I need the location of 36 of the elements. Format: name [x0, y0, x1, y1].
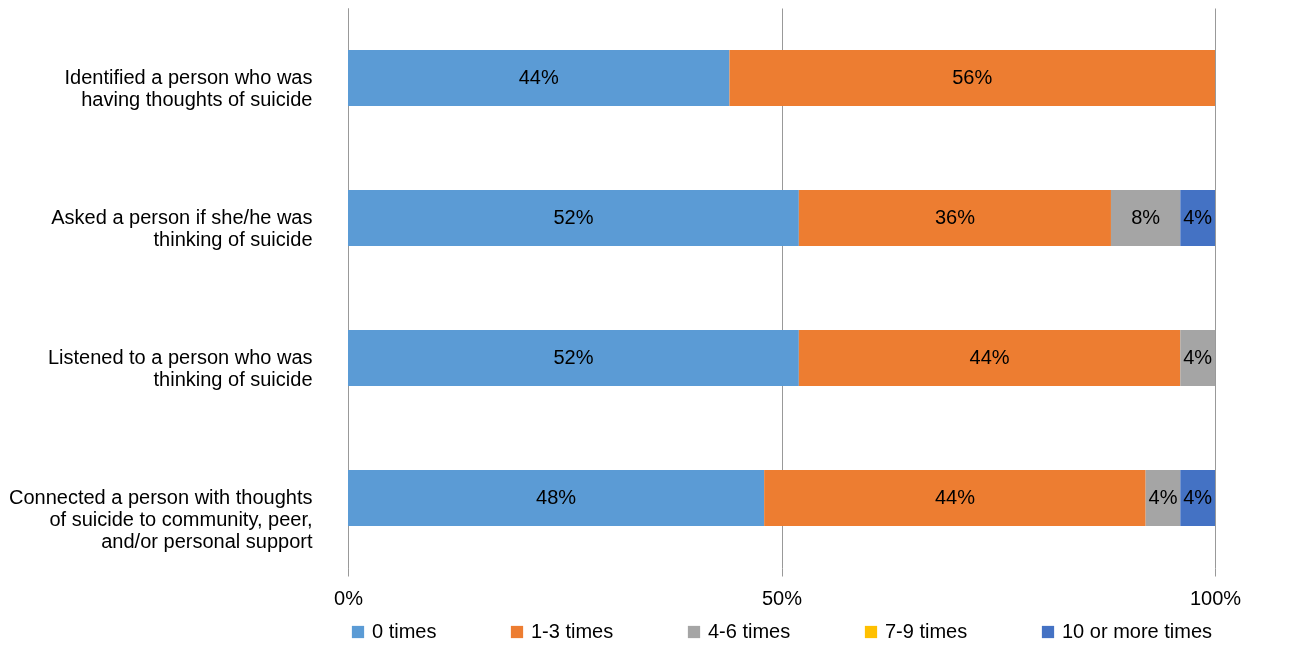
legend-label: 4-6 times [708, 620, 791, 642]
data-label: 8% [1131, 206, 1161, 228]
data-label: 56% [952, 66, 993, 88]
bar [764, 470, 1146, 526]
y-tick-label: Listened to a person who was thinking of suicide [47, 346, 313, 390]
bar [1180, 470, 1215, 526]
bar [348, 50, 730, 106]
y-tick-label: Connected a person with thoughts of suicide to community, peer, and/or personal support [8, 486, 313, 552]
legend-label: 1-3 times [531, 620, 614, 642]
data-label: 48% [536, 486, 577, 508]
x-tick-label: 0% [334, 586, 364, 609]
y-tick-label: Asked a person if she/he was thinking of suicide [51, 206, 313, 250]
data-label: 4% [1183, 206, 1213, 228]
bar [348, 190, 799, 246]
data-label: 4% [1148, 486, 1178, 508]
bar [729, 50, 1215, 106]
data-label: 36% [934, 206, 976, 228]
data-label: 52% [553, 206, 594, 228]
legend-label: 10 or more times [1062, 620, 1213, 642]
data-label: 52% [553, 346, 594, 368]
data-label: 44% [969, 346, 1010, 368]
bar [348, 330, 799, 386]
data-label: 4% [1183, 486, 1213, 508]
bar [1110, 190, 1181, 246]
bar [798, 190, 1111, 246]
legend-label: 7-9 times [885, 620, 968, 642]
x-tick-label: 50% [761, 586, 803, 609]
y-tick-label: Identified a person who was having thoughts of suicide [64, 66, 313, 110]
bar [798, 330, 1181, 386]
bar [348, 470, 765, 526]
bar [1180, 190, 1215, 246]
data-label: 44% [934, 486, 976, 508]
legend-label: 0 times [372, 620, 437, 642]
data-label: 44% [518, 66, 559, 88]
x-tick-label: 100% [1189, 586, 1242, 609]
data-label: 4% [1183, 346, 1213, 368]
